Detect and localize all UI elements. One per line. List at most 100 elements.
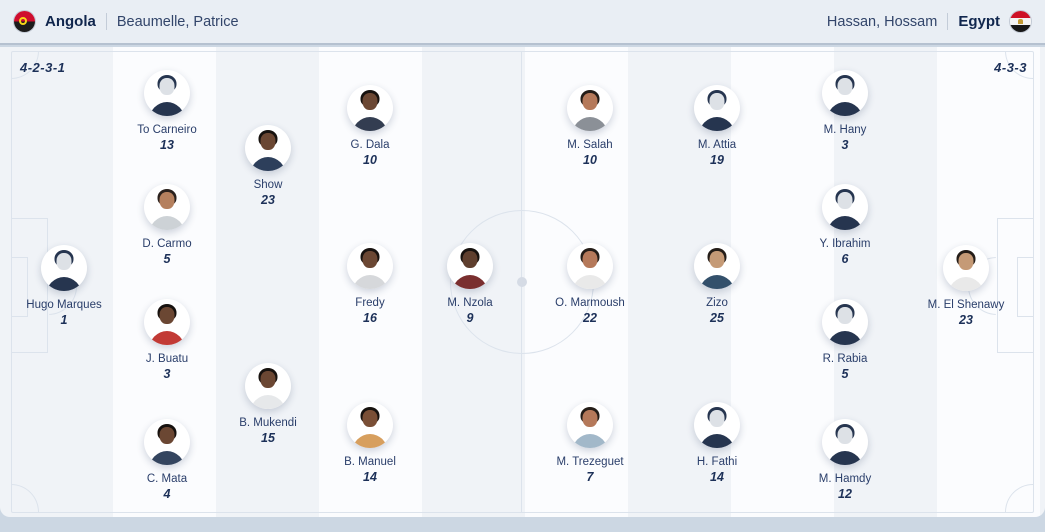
avatar-head [837, 307, 853, 324]
avatar-head [582, 410, 598, 427]
player-number: 19 [710, 153, 724, 167]
center-spot [517, 277, 527, 287]
player[interactable]: J. Buatu 3 [109, 299, 225, 381]
player[interactable]: M. El Shenawy 23 [908, 245, 1024, 327]
player[interactable]: G. Dala 10 [312, 85, 428, 167]
avatar-head [958, 253, 974, 270]
avatar-shirt [149, 216, 185, 230]
angola-emblem-icon [19, 17, 27, 25]
player-name: G. Dala [350, 139, 390, 151]
player-number: 13 [160, 138, 174, 152]
left-goal-area [11, 257, 28, 317]
player[interactable]: Show 23 [210, 125, 326, 207]
avatar-head [159, 427, 175, 444]
player[interactable]: D. Carmo 5 [109, 184, 225, 266]
avatar-shirt [149, 102, 185, 116]
player-avatar [822, 299, 868, 345]
away-team-name[interactable]: Egypt [958, 13, 1000, 30]
player-name: To Carneiro [137, 124, 197, 136]
player-number: 10 [363, 153, 377, 167]
player[interactable]: M. Hany 3 [787, 70, 903, 152]
player-number: 1 [60, 313, 68, 327]
avatar-shirt [572, 275, 608, 289]
avatar-head [709, 251, 725, 268]
player-name: J. Buatu [145, 353, 189, 365]
player[interactable]: M. Attia 19 [659, 85, 775, 167]
player[interactable]: O. Marmoush 22 [532, 243, 648, 325]
avatar-head [709, 410, 725, 427]
player-number: 16 [363, 311, 377, 325]
player[interactable]: Fredy 16 [312, 243, 428, 325]
player-name: M. El Shenawy [927, 299, 1005, 311]
pitch: 4-2-3-1 4-3-3 Hugo Marques 1 To Carneiro… [0, 47, 1045, 517]
player[interactable]: M. Trezeguet 7 [532, 402, 648, 484]
player-avatar [347, 85, 393, 131]
player[interactable]: B. Manuel 14 [312, 402, 428, 484]
right-goal-area [1017, 257, 1034, 317]
header-divider [947, 13, 949, 30]
player-avatar [447, 243, 493, 289]
player[interactable]: To Carneiro 13 [109, 70, 225, 152]
player[interactable]: B. Mukendi 15 [210, 363, 326, 445]
player[interactable]: Y. Ibrahim 6 [787, 184, 903, 266]
avatar-shirt [46, 277, 82, 291]
player-number: 5 [841, 367, 849, 381]
avatar-shirt [699, 434, 735, 448]
avatar-shirt [250, 157, 286, 171]
player-name: D. Carmo [142, 238, 192, 250]
avatar-shirt [452, 275, 488, 289]
avatar-head [362, 251, 378, 268]
avatar-head [462, 251, 478, 268]
avatar-head [159, 192, 175, 209]
avatar-shirt [699, 275, 735, 289]
player-name: B. Mukendi [239, 417, 297, 429]
right-penalty-area [997, 218, 1034, 353]
player-number: 3 [841, 138, 849, 152]
player[interactable]: R. Rabia 5 [787, 299, 903, 381]
avatar-shirt [827, 216, 863, 230]
player-avatar [144, 419, 190, 465]
avatar-shirt [149, 451, 185, 465]
avatar-head [260, 371, 276, 388]
player-name: M. Salah [567, 139, 613, 151]
egypt-eagle-icon [1018, 19, 1023, 24]
player[interactable]: Zizo 25 [659, 243, 775, 325]
avatar-shirt [250, 395, 286, 409]
player-number: 6 [841, 252, 849, 266]
pitch-border [11, 51, 1034, 513]
player[interactable]: H. Fathi 14 [659, 402, 775, 484]
player-number: 5 [163, 252, 171, 266]
home-team-name[interactable]: Angola [45, 13, 96, 30]
player[interactable]: M. Nzola 9 [412, 243, 528, 325]
player-avatar [694, 243, 740, 289]
player-number: 10 [583, 153, 597, 167]
player-name: Y. Ibrahim [819, 238, 871, 250]
avatar-head [709, 93, 725, 110]
avatar-head [582, 251, 598, 268]
avatar-head [159, 78, 175, 95]
angola-flag-icon [14, 11, 35, 32]
player-avatar [144, 184, 190, 230]
player-avatar [943, 245, 989, 291]
player-name: Zizo [706, 297, 728, 309]
player-name: Fredy [355, 297, 385, 309]
home-team-header: Angola Beaumelle, Patrice [14, 11, 239, 32]
player[interactable]: M. Hamdy 12 [787, 419, 903, 501]
egypt-flag-icon [1010, 11, 1031, 32]
avatar-shirt [572, 434, 608, 448]
player-name: Show [253, 179, 283, 191]
player[interactable]: C. Mata 4 [109, 419, 225, 501]
header-divider [105, 13, 107, 30]
player-avatar [245, 363, 291, 409]
avatar-head [159, 307, 175, 324]
away-team-header: Hassan, Hossam Egypt [827, 11, 1031, 32]
player-name: M. Attia [697, 139, 737, 151]
avatar-head [362, 410, 378, 427]
avatar-shirt [827, 451, 863, 465]
avatar-head [837, 78, 853, 95]
player[interactable]: Hugo Marques 1 [6, 245, 122, 327]
avatar-head [837, 192, 853, 209]
player[interactable]: M. Salah 10 [532, 85, 648, 167]
player-avatar [822, 70, 868, 116]
player-number: 14 [363, 470, 377, 484]
